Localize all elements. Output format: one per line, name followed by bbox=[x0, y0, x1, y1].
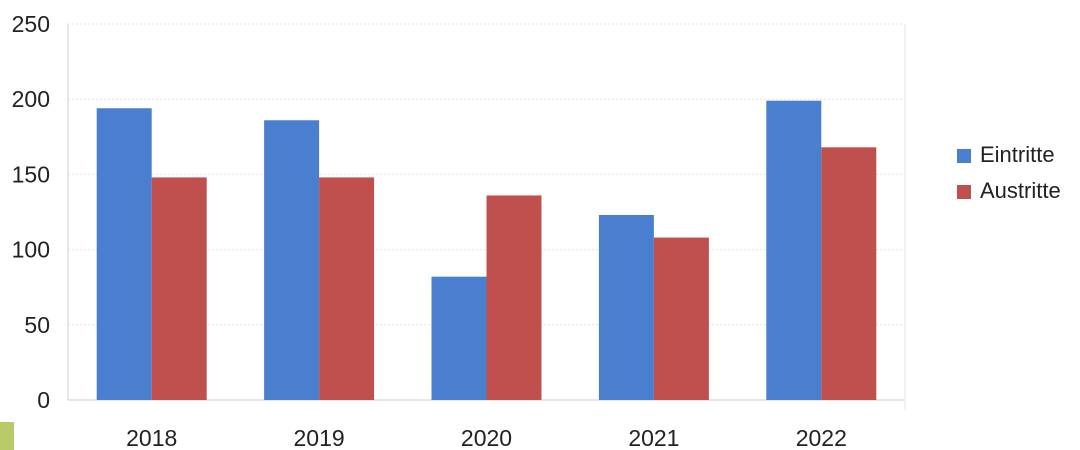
legend-swatch-eintritte bbox=[957, 149, 971, 163]
bar-eintritte-2022 bbox=[766, 100, 822, 400]
bar-austritte-2022 bbox=[821, 147, 877, 400]
legend-swatch-austritte bbox=[957, 185, 971, 199]
bar-eintritte-2019 bbox=[264, 120, 320, 401]
y-tick-label: 150 bbox=[12, 161, 50, 187]
y-tick-label: 100 bbox=[12, 237, 50, 263]
x-tick-label: 2020 bbox=[461, 425, 512, 450]
x-tick-labels: 2018 2019 2020 2021 2022 bbox=[126, 425, 847, 450]
y-tick-label: 250 bbox=[12, 11, 50, 37]
bar-austritte-2019 bbox=[319, 177, 375, 400]
bar-eintritte-2021 bbox=[598, 215, 654, 400]
bar-austritte-2018 bbox=[151, 177, 207, 400]
corner-decoration bbox=[0, 422, 14, 450]
y-tick-label: 0 bbox=[37, 387, 50, 413]
bar-austritte-2021 bbox=[653, 237, 709, 400]
legend: Eintritte Austritte bbox=[957, 142, 1061, 203]
bar-austritte-2020 bbox=[486, 195, 542, 400]
y-tick-labels: 0 50 100 150 200 250 bbox=[12, 11, 50, 413]
x-tick-label: 2019 bbox=[294, 425, 345, 450]
x-tick-label: 2018 bbox=[126, 425, 177, 450]
bars bbox=[96, 100, 877, 401]
bar-eintritte-2020 bbox=[431, 276, 487, 400]
legend-label-austritte: Austritte bbox=[980, 178, 1061, 203]
y-tick-label: 200 bbox=[12, 86, 50, 112]
x-tick-label: 2021 bbox=[628, 425, 679, 450]
bar-eintritte-2018 bbox=[96, 108, 152, 400]
grid-lines bbox=[68, 23, 905, 326]
y-tick-label: 50 bbox=[24, 312, 50, 338]
legend-label-eintritte: Eintritte bbox=[980, 142, 1055, 167]
x-tick-label: 2022 bbox=[796, 425, 847, 450]
